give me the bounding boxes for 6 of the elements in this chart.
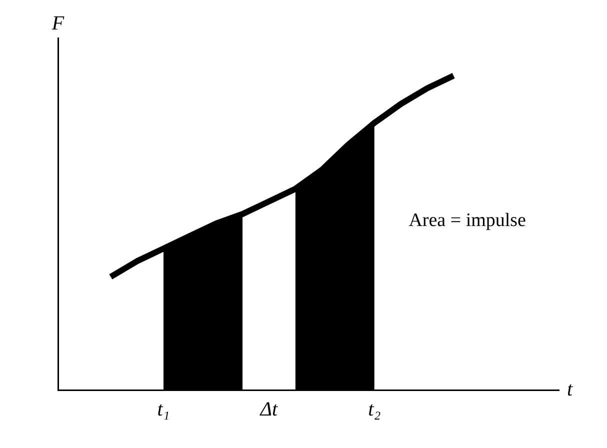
x-axis-title: t — [567, 378, 573, 400]
x-tick-label: t₁ — [157, 398, 170, 420]
x-tick-label: t₂ — [368, 398, 381, 420]
x-tick-label: Δt — [259, 398, 278, 420]
annotation: Area = impulse — [408, 210, 526, 232]
y-axis-title: F — [50, 12, 65, 34]
